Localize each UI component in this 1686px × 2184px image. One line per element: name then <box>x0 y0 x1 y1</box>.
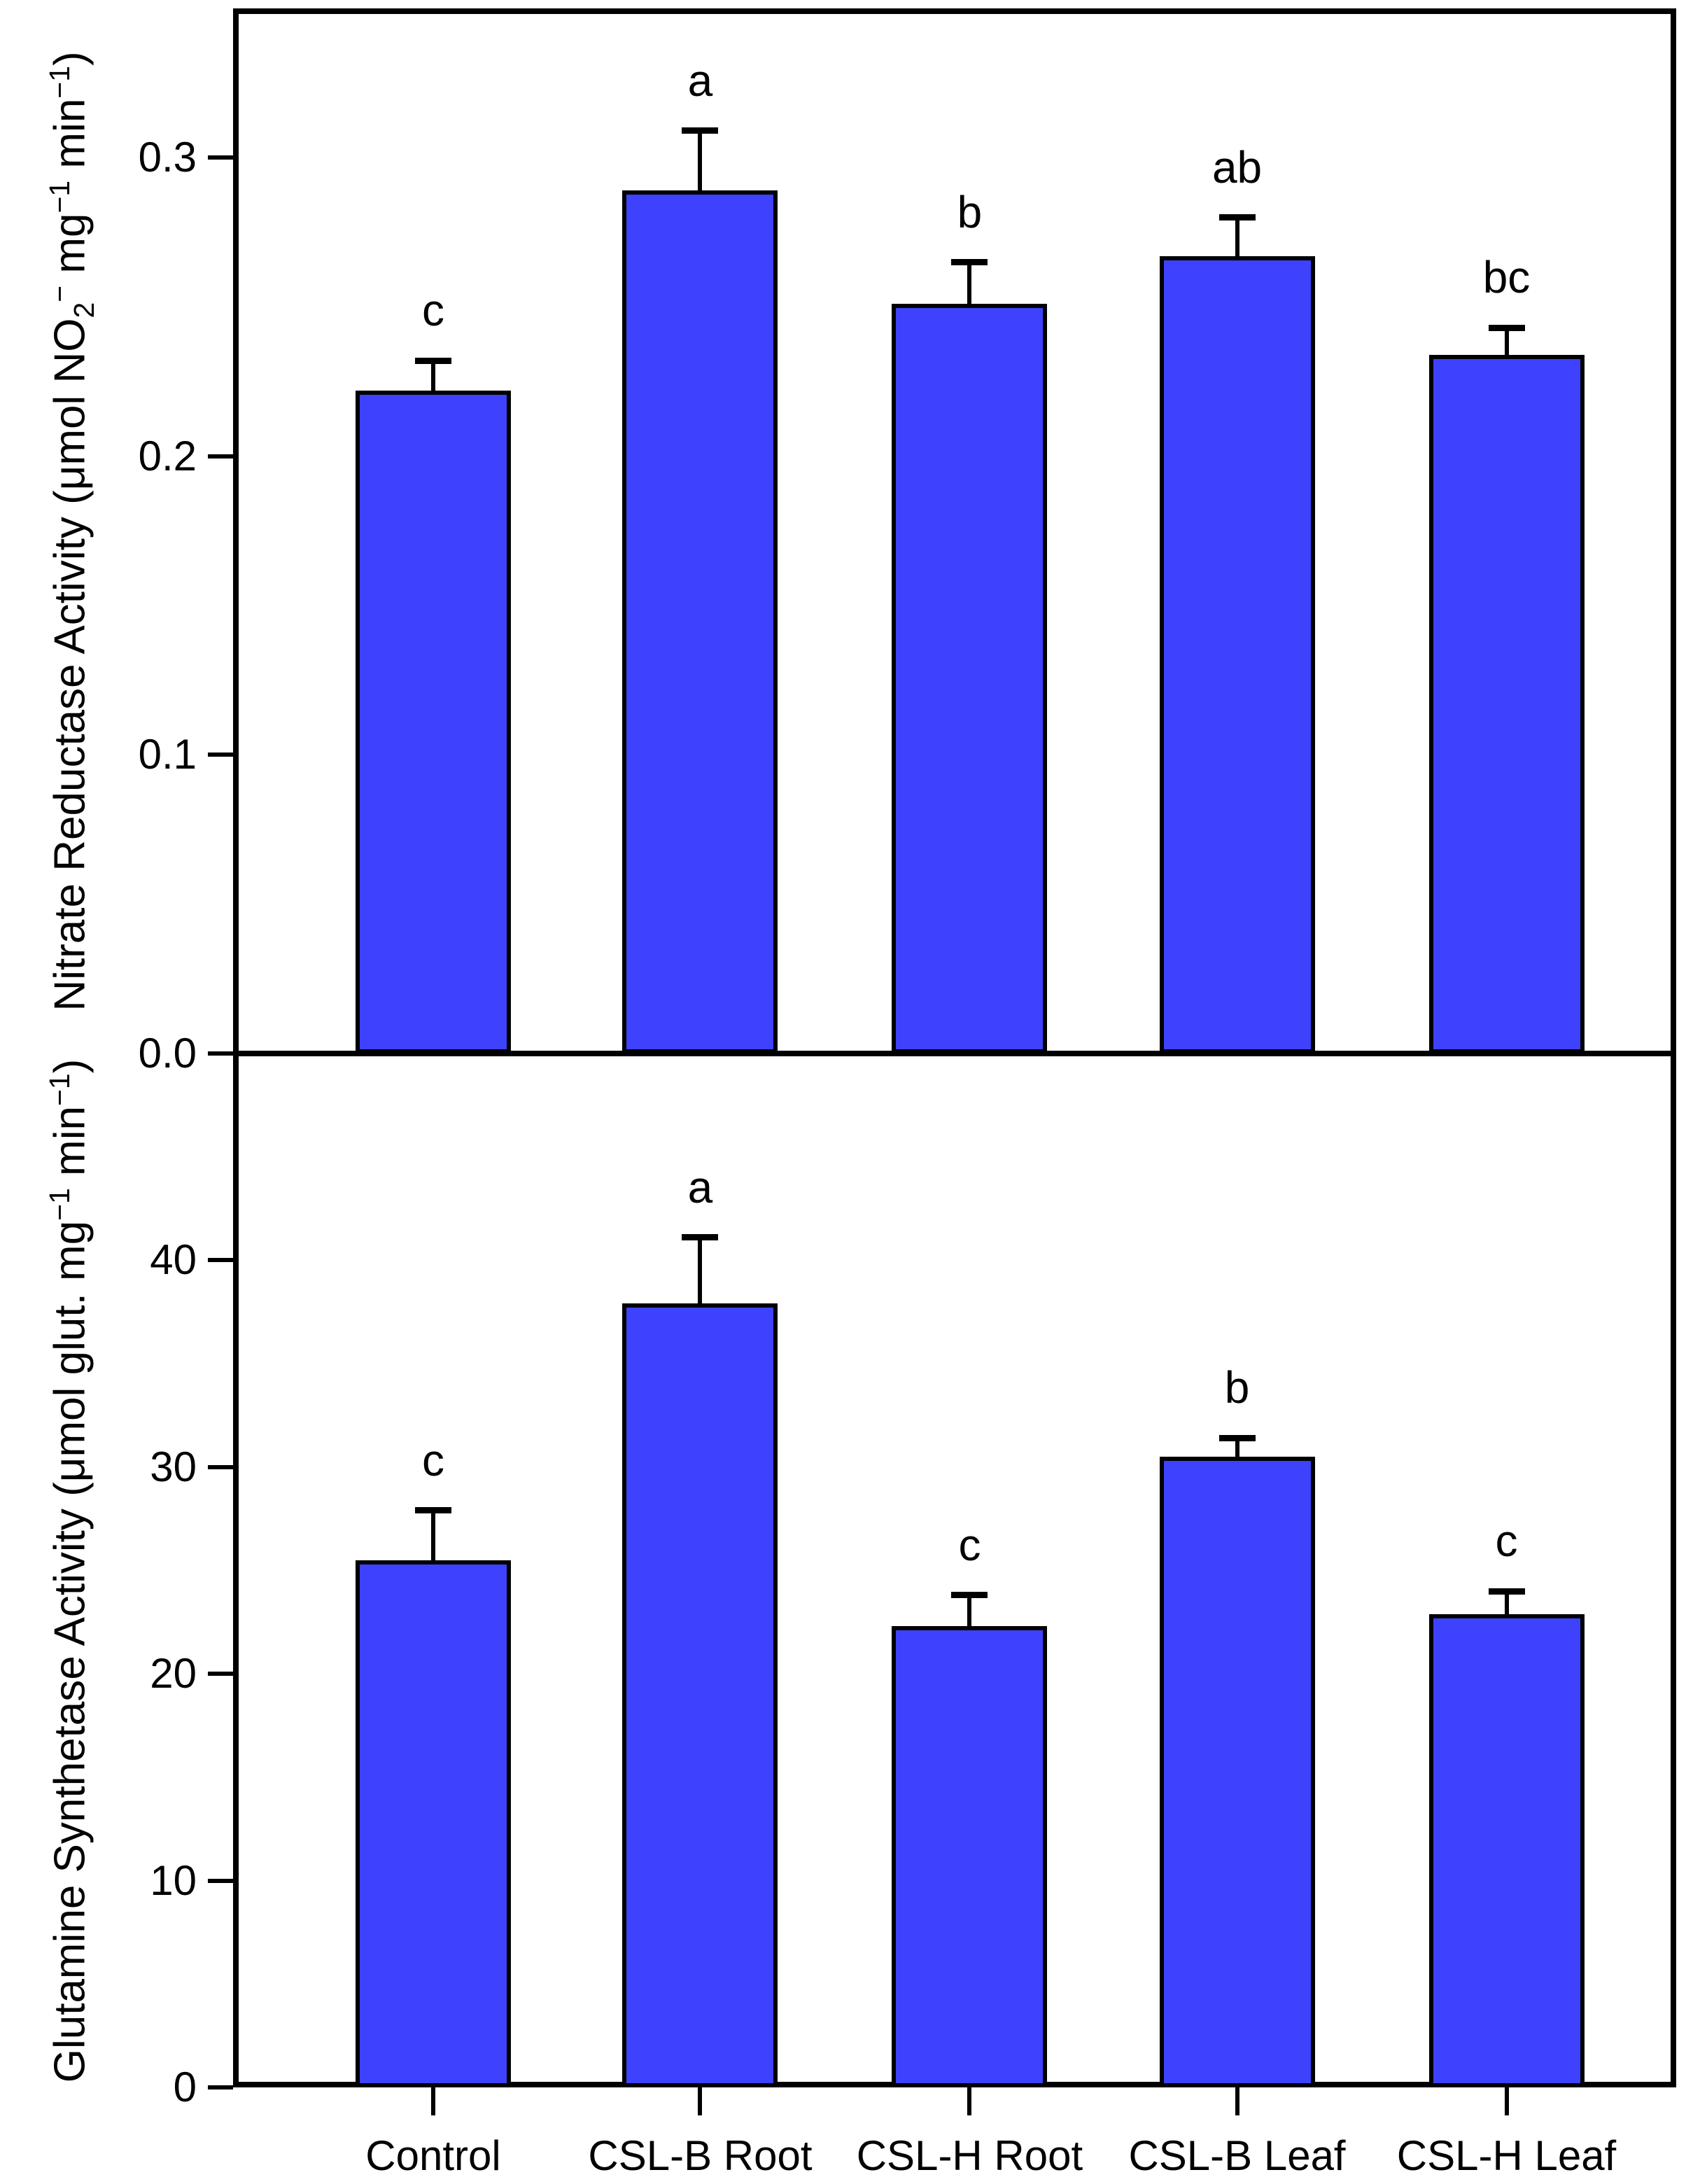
error-bar-bottom-4 <box>1505 1591 1509 1614</box>
y-tick-label-bottom-30: 30 <box>0 1439 197 1495</box>
x-tick-2 <box>967 2087 971 2115</box>
x-category-label-4: CSL-H Leaf <box>1325 2128 1686 2184</box>
y-tick-top-0.1 <box>208 752 233 757</box>
y-tick-bottom-10 <box>208 1879 233 1883</box>
x-tick-4 <box>1505 2087 1509 2115</box>
bar-bottom-3 <box>1160 1457 1315 2087</box>
sig-letter-top-4: bc <box>1423 252 1591 302</box>
y-tick-label-bottom-40: 40 <box>0 1232 197 1288</box>
bar-top-3 <box>1160 256 1315 1054</box>
y-axis-title-segment: −1 <box>43 66 76 99</box>
error-cap-bottom-2 <box>951 1592 988 1598</box>
y-axis-title-nitrate-reductase: Nitrate Reductase Activity (μmol NO2− mg… <box>45 51 95 1011</box>
sig-letter-bottom-0: c <box>349 1435 517 1485</box>
error-bar-top-1 <box>698 131 702 190</box>
y-tick-bottom-0 <box>208 2085 233 2090</box>
error-bar-bottom-0 <box>431 1511 435 1560</box>
sig-letter-bottom-1: a <box>616 1162 784 1212</box>
error-cap-top-4 <box>1489 325 1525 331</box>
bar-top-4 <box>1429 355 1585 1054</box>
error-bar-top-3 <box>1235 218 1239 256</box>
error-bar-top-0 <box>431 360 435 391</box>
error-cap-bottom-3 <box>1219 1435 1256 1441</box>
y-axis-title-segment: ) <box>46 51 94 66</box>
y-tick-top-0.2 <box>208 454 233 458</box>
error-bar-top-2 <box>967 262 971 304</box>
bar-top-1 <box>622 190 778 1054</box>
bar-top-2 <box>892 304 1047 1054</box>
y-axis-title-segment: Nitrate Reductase Activity (μmol NO <box>46 318 94 1011</box>
bar-bottom-4 <box>1429 1614 1585 2087</box>
error-cap-bottom-0 <box>415 1507 451 1513</box>
sig-letter-top-1: a <box>616 55 784 106</box>
sig-letter-bottom-3: b <box>1153 1362 1321 1413</box>
y-axis-title-segment: 2 <box>68 302 100 318</box>
sig-letter-bottom-4: c <box>1423 1516 1591 1566</box>
sig-letter-bottom-2: c <box>885 1520 1053 1570</box>
error-cap-top-0 <box>415 358 451 364</box>
y-tick-top-0.0 <box>208 1051 233 1056</box>
y-tick-bottom-40 <box>208 1258 233 1262</box>
bar-top-0 <box>356 391 511 1054</box>
bar-bottom-1 <box>622 1303 778 2087</box>
error-bar-bottom-1 <box>698 1238 702 1304</box>
y-axis-title-segment: −1 <box>43 1188 76 1221</box>
y-axis-title-segment: min <box>46 1106 94 1188</box>
error-cap-top-3 <box>1219 214 1256 220</box>
x-tick-3 <box>1235 2087 1239 2115</box>
sig-letter-top-0: c <box>349 285 517 335</box>
y-tick-label-top-0.3: 0.3 <box>0 130 197 186</box>
error-cap-bottom-1 <box>682 1234 718 1240</box>
y-tick-label-top-0.0: 0.0 <box>0 1026 197 1082</box>
y-tick-top-0.3 <box>208 155 233 160</box>
y-tick-label-top-0.1: 0.1 <box>0 727 197 783</box>
x-tick-0 <box>431 2087 435 2115</box>
y-tick-label-bottom-10: 10 <box>0 1853 197 1909</box>
bar-bottom-2 <box>892 1626 1047 2087</box>
error-bar-bottom-2 <box>967 1595 971 1626</box>
y-tick-bottom-20 <box>208 1672 233 1676</box>
error-cap-top-1 <box>682 127 718 134</box>
y-tick-bottom-30 <box>208 1465 233 1469</box>
bar-bottom-0 <box>356 1560 511 2087</box>
error-bar-top-4 <box>1505 328 1509 354</box>
y-axis-title-glutamine-synthetase: Glutamine Synthetase Activity (μmol glut… <box>45 1058 95 2082</box>
x-tick-1 <box>698 2087 702 2115</box>
sig-letter-top-2: b <box>885 187 1053 237</box>
y-axis-title-segment: − <box>43 285 76 302</box>
error-cap-top-2 <box>951 259 988 265</box>
y-tick-label-bottom-0: 0 <box>0 2059 197 2115</box>
y-axis-title-segment: mg <box>46 213 94 285</box>
sig-letter-top-3: ab <box>1153 142 1321 192</box>
y-tick-label-top-0.2: 0.2 <box>0 428 197 484</box>
y-tick-label-bottom-20: 20 <box>0 1646 197 1702</box>
error-cap-bottom-4 <box>1489 1588 1525 1595</box>
